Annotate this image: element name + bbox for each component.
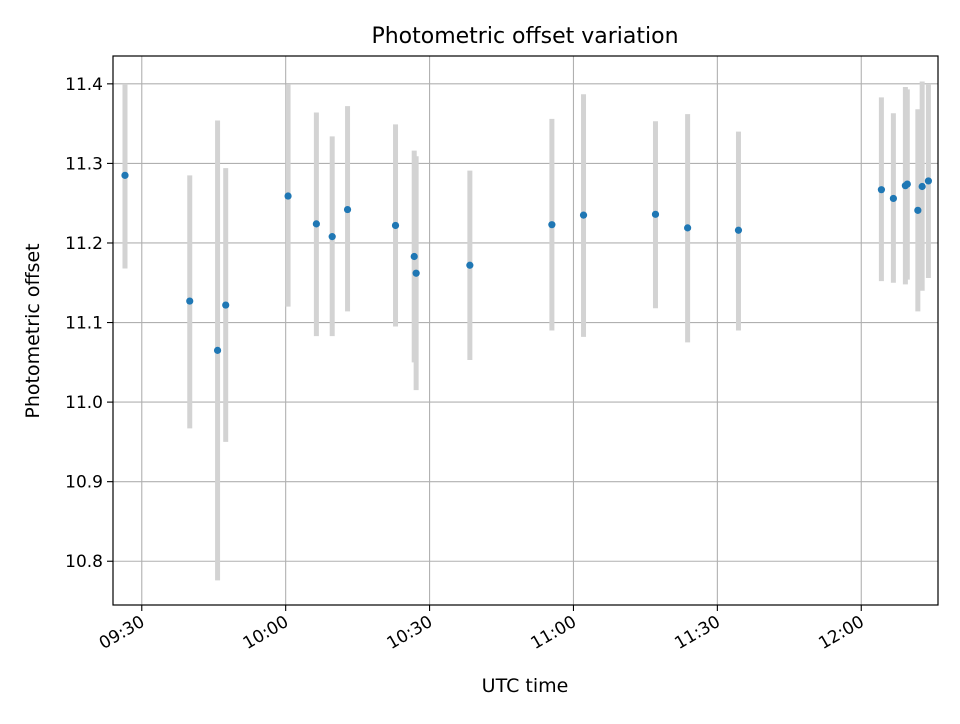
data-point [466,261,474,269]
y-tick-label: 11.3 [65,154,103,174]
data-point [889,194,897,203]
data-point [579,211,588,219]
y-tick-label: 11.0 [65,393,103,413]
chart-title: Photometric offset variation [371,24,678,49]
data-point [903,180,911,188]
data-point [121,171,129,179]
data-point [412,269,420,277]
y-tick-label: 10.8 [65,552,103,572]
data-point [186,297,194,305]
y-tick-label: 11.4 [65,75,103,95]
data-point [391,221,400,230]
data-point [684,224,692,232]
grid-lines [113,56,938,605]
y-axis-label: Photometric offset [22,243,44,418]
data-point [312,220,320,228]
data-point [343,205,352,214]
plot-frame [112,55,939,606]
data-point [914,206,922,214]
data-point [924,177,933,185]
y-tick-label: 10.9 [65,473,103,493]
data-point [877,186,886,194]
data-points [121,171,933,354]
data-point [918,182,926,191]
y-tick-label: 11.1 [65,314,103,334]
x-axis-label: UTC time [482,675,569,697]
data-point [410,252,418,261]
y-tick-label: 11.2 [65,234,103,254]
data-point [548,221,556,229]
data-point [734,226,743,234]
data-point [284,192,292,200]
data-point [328,233,336,241]
data-point [213,346,222,354]
data-point [222,301,230,309]
data-point [651,210,660,218]
